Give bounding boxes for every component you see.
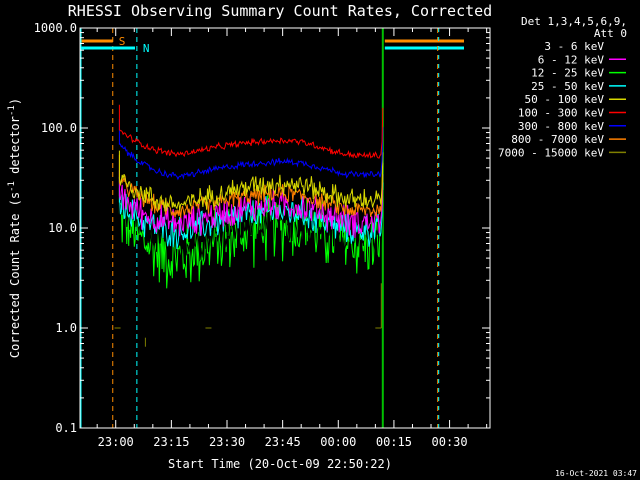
chart-title: RHESSI Observing Summary Count Rates, Co… — [68, 2, 492, 20]
legend-label: 3 - 6 keV — [544, 40, 604, 53]
legend-label: 50 - 100 keV — [525, 93, 605, 106]
legend-header-line1: Det 1,3,4,5,6,9, — [521, 15, 627, 28]
series-line-4 — [118, 150, 384, 212]
y-axis-label: Corrected Count Rate (s-1 detector-1) — [7, 98, 22, 358]
marker-label-S: S — [119, 35, 126, 48]
y-tick-label: 10.0 — [48, 221, 77, 235]
x-tick-label: 23:45 — [265, 435, 301, 449]
x-tick-label: 00:30 — [432, 435, 468, 449]
legend-label: 300 - 800 keV — [518, 120, 604, 133]
legend-label: 25 - 50 keV — [531, 80, 604, 93]
x-axis-label: Start Time (20-Oct-09 22:50:22) — [168, 457, 392, 471]
y-tick-label: 0.1 — [55, 421, 77, 435]
data-layer — [80, 28, 464, 428]
y-tick-label: 1.0 — [55, 321, 77, 335]
series-line-5 — [118, 104, 384, 159]
plot-area: SN — [80, 28, 464, 428]
series-line-6 — [118, 119, 384, 181]
legend-label: 100 - 300 keV — [518, 107, 604, 120]
legend-label: 800 - 7000 keV — [511, 133, 604, 146]
legend-header-line2: Att 0 — [594, 27, 627, 40]
axes: 1000.0 100.0 10.0 1.0 0.1 23:00 23:15 23:30 23:4… — [34, 21, 491, 449]
legend-label: 7000 - 15000 keV — [498, 146, 604, 159]
legend-label: 12 - 25 keV — [531, 67, 604, 80]
x-tick-label: 23:30 — [209, 435, 245, 449]
y-tick-label: 1000.0 — [34, 21, 77, 35]
y-tick-label: 100.0 — [41, 121, 77, 135]
legend-label: 6 - 12 keV — [538, 53, 605, 66]
marker-label-N: N — [143, 42, 150, 55]
x-tick-label: 00:15 — [376, 435, 412, 449]
x-tick-label: 00:00 — [320, 435, 356, 449]
x-tick-label: 23:15 — [153, 435, 189, 449]
timestamp-label: 16-Oct-2021 03:47 — [555, 469, 637, 478]
x-tick-label: 23:00 — [98, 435, 134, 449]
